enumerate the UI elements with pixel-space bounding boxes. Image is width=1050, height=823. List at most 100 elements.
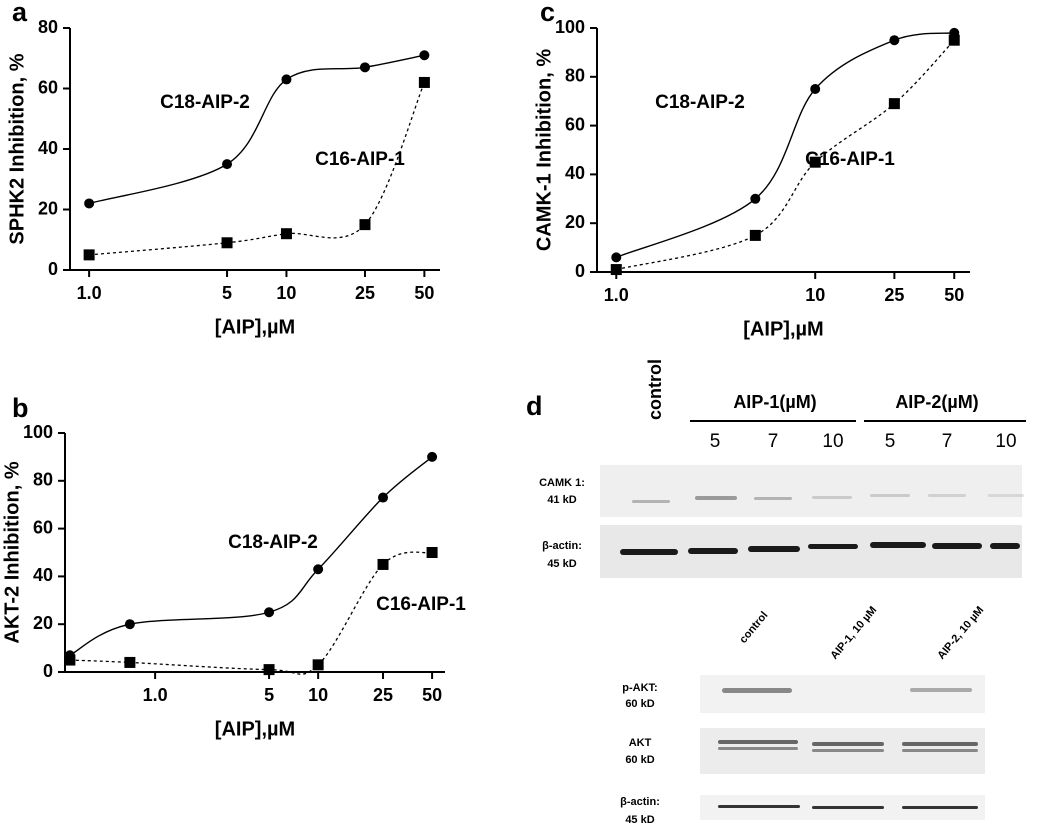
- y-tick-label: 100: [23, 422, 53, 442]
- y-tick-label: 80: [33, 470, 53, 490]
- row-label: AKT: [629, 737, 652, 749]
- lane-label: control: [737, 610, 770, 646]
- blot-image: [700, 675, 985, 713]
- x-tick-label: 1.0: [77, 283, 102, 303]
- series-label: C16-AIP-1: [376, 594, 466, 615]
- point: [948, 34, 960, 46]
- fit-line: [616, 39, 955, 271]
- point: [378, 492, 389, 503]
- series-label: C16-AIP-1: [805, 149, 895, 170]
- point: [749, 229, 761, 241]
- bands: [718, 740, 978, 752]
- series-label: C18-AIP-2: [160, 92, 250, 113]
- panel-letter: a: [12, 0, 28, 27]
- dose-label: 5: [885, 431, 896, 452]
- dose-label: 7: [768, 431, 779, 452]
- group-label: AIP-2(µM): [895, 392, 978, 412]
- y-tick-label: 100: [555, 17, 585, 37]
- point: [426, 547, 438, 558]
- y-tick-label: 0: [575, 261, 585, 281]
- point: [889, 35, 900, 46]
- point: [750, 193, 761, 204]
- x-tick-label: 5: [264, 685, 274, 705]
- x-tick-label: 1.0: [143, 685, 168, 705]
- y-tick-label: 0: [48, 259, 58, 279]
- x-tick-label: 50: [944, 285, 964, 305]
- blot-image: [600, 465, 1022, 517]
- point: [359, 219, 371, 231]
- point: [263, 664, 275, 676]
- point: [377, 558, 389, 570]
- row-label: β-actin:: [542, 540, 582, 552]
- bands: [620, 542, 1020, 555]
- panel-letter: d: [526, 391, 543, 421]
- x-tick-label: 25: [373, 685, 393, 705]
- point: [611, 252, 622, 263]
- y-tick-label: 20: [38, 198, 58, 218]
- point: [810, 84, 821, 94]
- x-axis-title: [AIP],µM: [743, 318, 823, 340]
- row-label: 45 kD: [547, 558, 576, 570]
- point: [888, 98, 900, 110]
- series-label: C16-AIP-1: [315, 149, 405, 170]
- lane-label: AIP-1, 10 µM: [828, 604, 879, 662]
- point: [124, 619, 135, 630]
- point: [809, 156, 821, 168]
- y-axis-title: SPHK2 Inhibition, %: [6, 53, 28, 244]
- fit-line: [616, 32, 955, 259]
- fit-line: [88, 54, 425, 205]
- bands: [718, 805, 978, 809]
- x-tick-label: 25: [884, 285, 904, 305]
- y-tick-label: 20: [565, 212, 585, 232]
- y-tick-label: 80: [38, 17, 58, 37]
- panel-letter: b: [12, 393, 29, 423]
- row-label: p-AKT:: [622, 682, 657, 694]
- x-tick-label: 50: [422, 685, 442, 705]
- point: [64, 654, 76, 666]
- series-label: C18-AIP-2: [655, 92, 745, 113]
- point: [419, 50, 430, 61]
- point: [427, 451, 438, 462]
- y-axis-title: CAMK-1 Inhibition, %: [533, 49, 555, 251]
- x-tick-label: 25: [355, 283, 375, 303]
- x-tick-label: 5: [222, 283, 232, 303]
- x-tick-label: 10: [805, 285, 825, 305]
- x-tick-label: 1.0: [604, 285, 629, 305]
- lane-label: AIP-2, 10 µM: [935, 604, 986, 662]
- y-tick-label: 40: [33, 565, 53, 585]
- dose-label: 7: [942, 431, 953, 452]
- y-tick-label: 60: [38, 77, 58, 97]
- y-tick-label: 60: [565, 114, 585, 134]
- band: [722, 688, 792, 693]
- series-label: C18-AIP-2: [228, 532, 318, 553]
- group-label: AIP-1(µM): [733, 392, 816, 412]
- point: [221, 237, 233, 249]
- x-axis-title: [AIP],µM: [215, 316, 295, 338]
- y-axis-title: AKT-2 Inhibition, %: [1, 461, 23, 643]
- western-blot-panel: d control AIP-1(µM) AIP-2(µM) 5 7 10 5 7…: [526, 359, 1026, 823]
- row-label: 45 kD: [625, 814, 654, 823]
- band: [910, 688, 972, 692]
- x-tick-label: 10: [276, 283, 296, 303]
- y-tick-label: 0: [43, 661, 53, 681]
- point: [281, 74, 292, 85]
- point: [83, 249, 95, 261]
- point: [610, 264, 622, 276]
- dose-label: 10: [822, 431, 843, 452]
- point: [359, 62, 370, 73]
- y-tick-label: 40: [565, 163, 585, 183]
- point: [84, 198, 95, 209]
- fit-line: [69, 456, 433, 656]
- y-tick-label: 60: [33, 517, 53, 537]
- x-tick-label: 50: [414, 283, 434, 303]
- point: [312, 659, 324, 671]
- point: [280, 228, 292, 240]
- y-tick-label: 80: [565, 66, 585, 86]
- point: [222, 159, 233, 170]
- bands: [632, 494, 1024, 503]
- y-tick-label: 40: [38, 138, 58, 158]
- dose-label: 10: [995, 431, 1016, 452]
- row-label: 41 kD: [547, 494, 576, 506]
- x-axis-title: [AIP],µM: [215, 718, 295, 740]
- point: [418, 76, 430, 88]
